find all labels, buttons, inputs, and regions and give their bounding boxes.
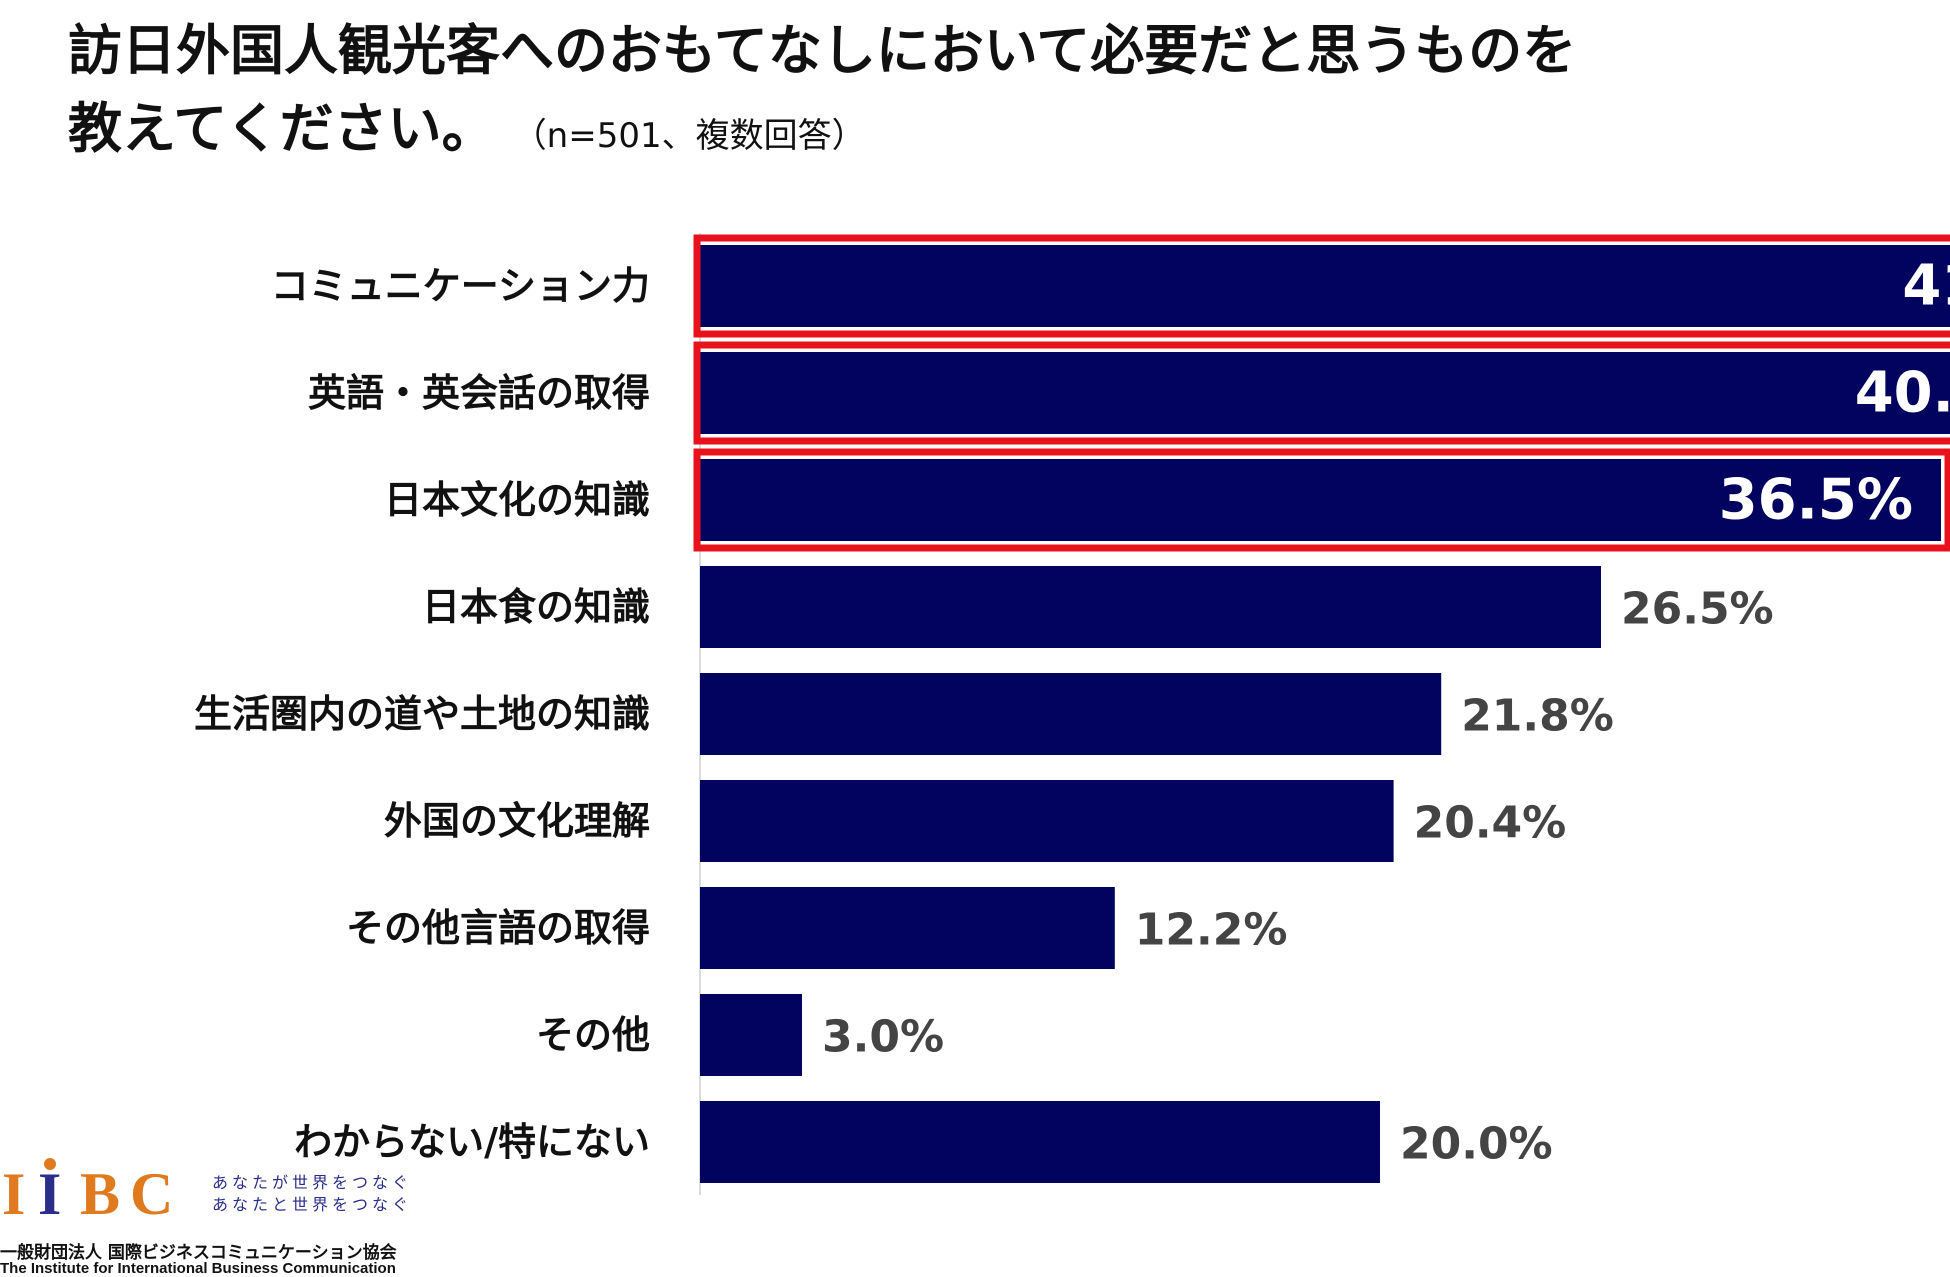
bar-9 [700,1101,1380,1183]
bar-1 [700,245,1950,327]
bar-highlight-2 [693,341,1950,445]
sample-note: （n=501、複数回答） [529,116,866,156]
org-name-en: The Institute for International Business… [0,1260,396,1277]
category-label-7: その他言語の取得 [346,906,650,950]
page-title: 訪日外国人観光客へのおもてなしにおいて必要だと思うものを 教えてください。 （n=… [68,12,1928,175]
value-label-5: 21.8% [1461,691,1614,742]
value-label-3: 36.5% [1719,468,1913,533]
iibc-logo: I I B C あなたが世界をつなぐ あなたと世界をつなぐ 一般財団法人 国際ビ… [0,1148,460,1277]
title-line-2: 教えてください。 [68,97,496,160]
category-label-3: 日本文化の知識 [384,478,650,522]
bar-highlight-1 [693,234,1950,338]
logo-letter-i2: I [38,1161,61,1220]
value-label-8: 3.0% [822,1012,944,1063]
logo-dot [44,1158,56,1170]
category-label-5: 生活圏内の道や土地の知識 [194,692,650,736]
category-label-6: 外国の文化理解 [384,799,650,843]
category-label-8: その他 [536,1013,650,1057]
logo-tagline-1: あなたが世界をつなぐ [212,1173,413,1192]
logo-tagline: あなたが世界をつなぐ あなたと世界をつなぐ [212,1172,412,1216]
value-label-2: 40.5% [1855,361,1950,426]
logo-letter-i1: I [2,1161,25,1220]
bar-2 [700,352,1950,434]
logo-tagline-2: あなたと世界をつなぐ [212,1195,413,1214]
value-label-9: 20.0% [1400,1119,1553,1170]
logo-letter-c: C [130,1161,173,1220]
org-name-jp: 一般財団法人 国際ビジネスコミュニケーション協会 [0,1243,397,1263]
value-label-6: 20.4% [1414,798,1567,849]
bar-3 [700,459,1941,541]
bar-6 [700,780,1394,862]
category-label-2: 英語・英会話の取得 [308,371,650,415]
category-label-9: わからない/特にない [294,1120,650,1164]
value-label-1: 41.9% [1902,254,1950,319]
value-label-4: 26.5% [1621,584,1774,635]
category-label-1: コミュニケーション力 [271,264,650,308]
title-line-1: 訪日外国人観光客へのおもてなしにおいて必要だと思うものを [68,19,1577,82]
bar-highlight-3 [693,448,1950,552]
bar-8 [700,994,802,1076]
category-label-4: 日本食の知識 [422,585,650,629]
logo-mark: I I B C [0,1156,190,1220]
bar-7 [700,887,1115,969]
bar-5 [700,673,1442,755]
logo-letter-b: B [80,1161,120,1220]
value-label-7: 12.2% [1135,905,1288,956]
bar-4 [700,566,1601,648]
